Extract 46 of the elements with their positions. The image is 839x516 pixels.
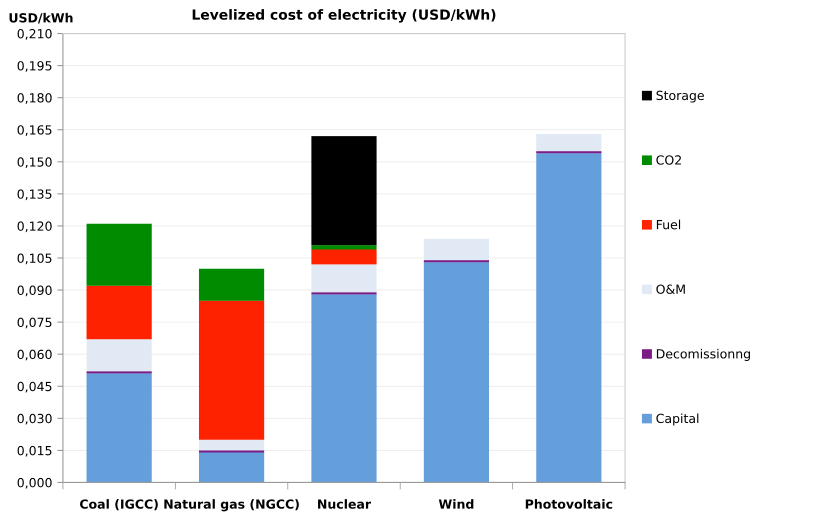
legend-label: Fuel bbox=[656, 220, 680, 230]
bar bbox=[311, 249, 377, 264]
bar bbox=[198, 450, 264, 453]
legend-label: Decomissionng bbox=[656, 348, 750, 361]
y-tick-label: 0,015 bbox=[18, 446, 52, 457]
bar bbox=[198, 452, 264, 482]
x-tick-label: Photovoltaic bbox=[526, 499, 612, 509]
legend-label: Storage bbox=[656, 90, 704, 103]
y-tick-label: 0,060 bbox=[18, 350, 52, 360]
bar bbox=[198, 268, 264, 301]
y-tick-label: 0,105 bbox=[18, 253, 52, 264]
y-tick-label: 0,075 bbox=[18, 318, 52, 328]
bar bbox=[424, 238, 490, 260]
y-tick-label: 0,120 bbox=[18, 221, 52, 232]
bar bbox=[311, 294, 377, 482]
y-tick-label: 0,165 bbox=[18, 125, 52, 136]
y-axis-title: USD/kWh bbox=[10, 12, 73, 24]
y-tick-label: 0,000 bbox=[18, 478, 52, 489]
bar bbox=[311, 264, 377, 292]
bar bbox=[311, 245, 377, 250]
bar bbox=[536, 153, 602, 482]
legend-label: Capital bbox=[656, 413, 698, 426]
y-tick-label: 0,210 bbox=[18, 29, 52, 40]
y-tick-label: 0,180 bbox=[18, 93, 52, 104]
bar bbox=[198, 440, 264, 450]
bar bbox=[424, 262, 490, 482]
x-tick-label: Coal (IGCC) bbox=[80, 499, 158, 510]
bar bbox=[86, 224, 152, 286]
y-tick-label: 0,090 bbox=[18, 286, 52, 296]
bar bbox=[198, 300, 264, 440]
y-tick-label: 0,150 bbox=[18, 157, 52, 168]
x-tick-label: Wind bbox=[438, 499, 474, 509]
x-tick-label: Natural gas (NGCC) bbox=[164, 499, 299, 512]
legend-label: CO2 bbox=[656, 155, 681, 165]
bar bbox=[311, 136, 377, 246]
bar bbox=[536, 134, 602, 152]
y-tick-label: 0,135 bbox=[18, 189, 52, 200]
bar bbox=[86, 373, 152, 482]
bar bbox=[86, 339, 152, 372]
legend-label: O&M bbox=[656, 284, 685, 294]
y-tick-label: 0,195 bbox=[18, 61, 52, 72]
y-tick-label: 0,030 bbox=[18, 414, 52, 425]
y-tick-label: 0,045 bbox=[18, 382, 52, 392]
chart-title: Levelized cost of electricity (USD/kWh) bbox=[192, 9, 496, 23]
x-tick-label: Nuclear bbox=[318, 499, 372, 509]
bar bbox=[86, 286, 152, 340]
